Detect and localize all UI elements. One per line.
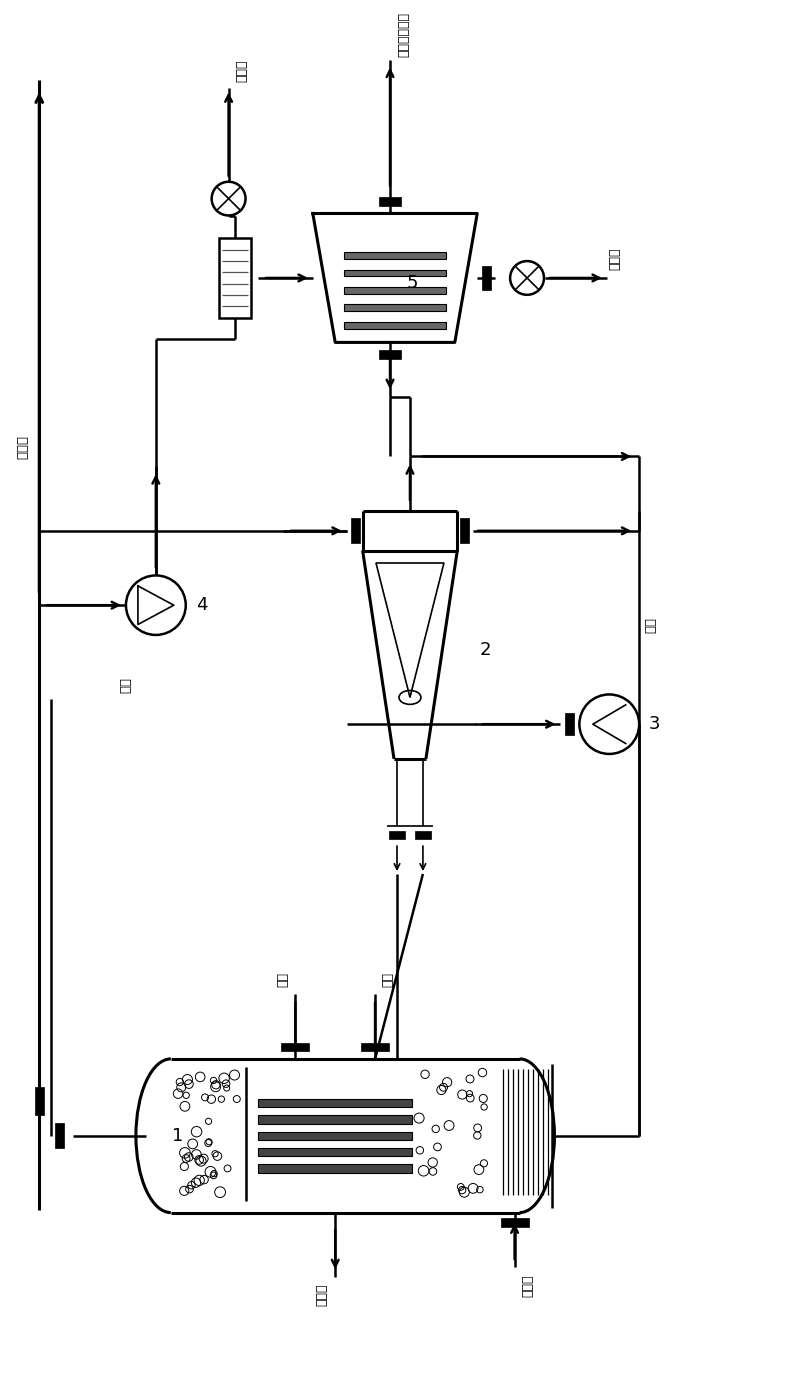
- Bar: [379, 350, 401, 359]
- Bar: [258, 1099, 413, 1108]
- Bar: [282, 1042, 310, 1051]
- Text: 轻质烃: 轻质烃: [17, 435, 30, 459]
- Text: 3: 3: [649, 716, 661, 733]
- Bar: [344, 304, 446, 311]
- Bar: [54, 1123, 64, 1148]
- Text: 水蜒气: 水蜒气: [316, 1284, 329, 1307]
- Text: 5: 5: [407, 274, 418, 292]
- Bar: [344, 321, 446, 328]
- Bar: [344, 252, 446, 259]
- Bar: [389, 831, 405, 840]
- Text: 废摔化: 废摔化: [608, 247, 622, 270]
- Text: 合成液体燃料: 合成液体燃料: [398, 11, 410, 57]
- Bar: [501, 1218, 529, 1227]
- Bar: [361, 1042, 389, 1051]
- Bar: [258, 1148, 413, 1156]
- Bar: [565, 713, 574, 735]
- Bar: [344, 270, 446, 277]
- Bar: [34, 1087, 44, 1115]
- Text: 1: 1: [172, 1127, 183, 1145]
- Bar: [351, 518, 360, 543]
- Text: 料浆: 料浆: [382, 973, 394, 987]
- Bar: [415, 831, 431, 840]
- Bar: [482, 265, 490, 291]
- Bar: [258, 1131, 413, 1140]
- Text: 2: 2: [479, 641, 490, 659]
- Bar: [344, 286, 446, 293]
- Bar: [219, 238, 251, 317]
- Text: 合成气: 合成气: [521, 1275, 534, 1297]
- Bar: [379, 197, 401, 206]
- Bar: [258, 1115, 413, 1123]
- Text: 反吹气: 反吹气: [235, 60, 248, 82]
- Bar: [258, 1165, 413, 1173]
- Text: 4: 4: [196, 596, 207, 614]
- Text: 重液: 重液: [645, 617, 658, 632]
- Text: 轻液: 轻液: [119, 677, 133, 692]
- Text: 汸水: 汸水: [276, 973, 289, 987]
- Bar: [460, 518, 469, 543]
